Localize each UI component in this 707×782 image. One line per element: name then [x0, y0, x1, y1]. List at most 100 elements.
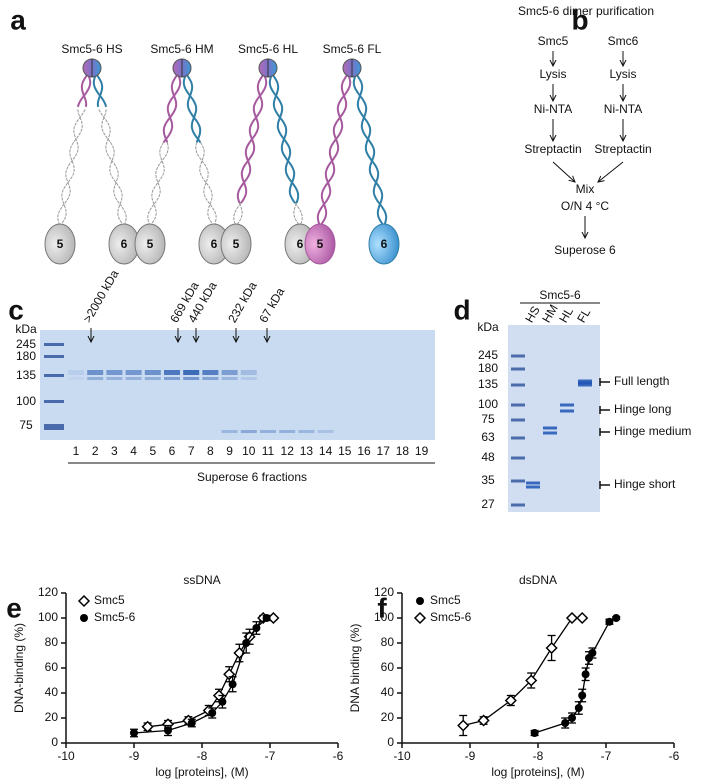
fraction-label: 2 — [92, 444, 99, 458]
coiled-coil — [80, 73, 89, 108]
point — [477, 714, 490, 727]
flow-step: Lysis — [610, 67, 637, 81]
subunit-label: 6 — [297, 237, 304, 251]
band — [202, 370, 219, 375]
subunit-label: 5 — [317, 237, 324, 251]
head-domain — [134, 223, 166, 265]
fraction-label: 15 — [338, 444, 352, 458]
y-axis-label: DNA-binding (%) — [12, 623, 26, 713]
y-tick-label: 120 — [38, 585, 58, 599]
band — [106, 370, 123, 375]
ladder-band — [511, 436, 525, 440]
gel-unit: kDa — [477, 320, 499, 334]
point — [530, 729, 539, 737]
y-tick-label: 40 — [381, 685, 395, 699]
band — [183, 377, 200, 380]
head-domain — [220, 223, 252, 265]
subunit-label: 5 — [233, 237, 240, 251]
panel-label: f — [377, 592, 387, 623]
coiled-coil-absent — [199, 142, 215, 227]
band — [144, 377, 161, 380]
point — [416, 597, 424, 605]
point — [164, 726, 172, 735]
ladder-band — [511, 418, 525, 422]
fraction-label: 13 — [300, 444, 314, 458]
band — [526, 485, 540, 489]
y-tick-label: 120 — [374, 585, 394, 599]
x-axis-label: log [proteins], (M) — [491, 765, 584, 779]
ladder-label: 48 — [481, 450, 495, 464]
panel-label: a — [10, 4, 26, 35]
ladder-band — [44, 374, 64, 377]
coiled-coil — [240, 73, 265, 204]
coiled-coil — [319, 73, 352, 227]
group-label: Smc5-6 — [539, 288, 581, 302]
flow-step: Streptactin — [594, 142, 651, 156]
point — [130, 729, 138, 737]
lane-label: HS — [522, 304, 542, 325]
fraction-label: 11 — [262, 444, 275, 458]
head-domain — [368, 223, 400, 265]
ladder-label: 63 — [481, 430, 495, 444]
point — [80, 614, 88, 622]
fraction-label: 17 — [377, 444, 391, 458]
subunit-label: 6 — [121, 237, 128, 251]
fraction-label: 16 — [357, 444, 371, 458]
complex-name: Smc5-6 HS — [61, 42, 122, 56]
ladder-label: 245 — [478, 348, 498, 362]
coiled-coil-absent — [195, 142, 217, 227]
y-tick-label: 40 — [45, 685, 59, 699]
flow-step: Superose 6 — [554, 243, 616, 257]
band — [240, 377, 257, 380]
fraction-label: 10 — [242, 444, 256, 458]
point — [561, 719, 570, 727]
lane-label: HL — [556, 305, 576, 326]
fit-line — [463, 617, 583, 727]
flow-step: Streptactin — [524, 142, 581, 156]
subunit-label: 6 — [381, 237, 388, 251]
coiled-coil — [268, 73, 300, 204]
band — [125, 370, 142, 375]
y-tick-label: 0 — [51, 735, 58, 749]
fraction-label: 5 — [149, 444, 156, 458]
point — [545, 641, 558, 655]
y-tick-label: 20 — [381, 710, 395, 724]
point — [262, 614, 271, 622]
point — [77, 594, 91, 608]
lane-label: FL — [574, 306, 593, 325]
point — [413, 611, 427, 625]
ladder-label: 135 — [478, 377, 498, 391]
flow-step: Ni-NTA — [604, 102, 642, 116]
point — [568, 714, 576, 722]
point — [457, 719, 470, 732]
point — [612, 614, 621, 622]
band — [202, 377, 219, 380]
ladder-band — [44, 355, 64, 358]
coiled-coil — [92, 73, 108, 108]
chart-title: dsDNA — [519, 573, 557, 587]
band — [221, 370, 238, 375]
ladder-band — [511, 383, 525, 387]
fraction-label: 18 — [396, 444, 410, 458]
ladder-label: 100 — [16, 394, 36, 408]
point — [218, 697, 227, 706]
size-marker: 67 kDa — [256, 285, 287, 325]
point — [565, 611, 579, 625]
band-label: Full length — [614, 374, 669, 388]
coiled-coil — [185, 73, 202, 143]
coiled-coil-absent — [235, 203, 243, 227]
band — [164, 377, 180, 380]
fraction-label: 6 — [169, 444, 176, 458]
x-tick-label: -6 — [333, 749, 344, 763]
complex-name: Smc5-6 HL — [238, 42, 298, 56]
coiled-coil — [162, 73, 179, 143]
gel — [40, 330, 435, 440]
band — [560, 409, 574, 413]
ladder-band — [511, 403, 525, 407]
panel-label: c — [8, 294, 24, 325]
band — [279, 430, 296, 433]
panel-label: d — [453, 294, 470, 325]
band — [144, 370, 161, 375]
size-marker: 232 kDa — [225, 279, 260, 325]
y-tick-label: 0 — [387, 735, 394, 749]
